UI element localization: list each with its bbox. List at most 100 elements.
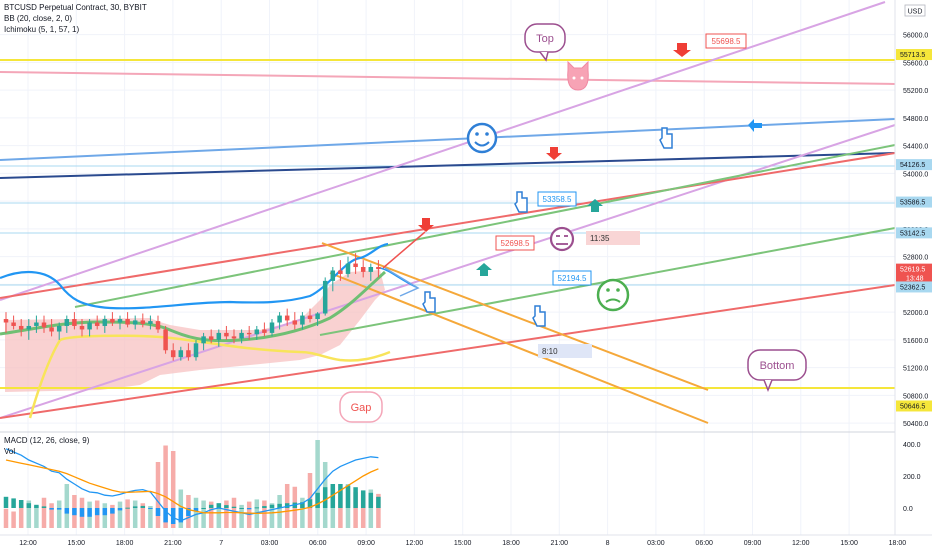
sad-face-icon[interactable]	[596, 278, 630, 312]
candle-body	[148, 321, 153, 324]
bb-legend[interactable]: BB (20, close, 2, 0)	[4, 14, 73, 23]
symbol-legend[interactable]: BTCUSD Perpetual Contract, 30, BYBIT	[4, 3, 147, 12]
down-arrow-marker-2[interactable]	[546, 147, 562, 160]
neutral-face-icon[interactable]	[549, 226, 575, 252]
macd-histogram-bar	[338, 484, 343, 508]
trendline-violet-long[interactable]	[0, 1, 886, 301]
down-arrow-marker-3[interactable]	[418, 218, 434, 232]
time-range-box-2[interactable]: 8:10	[538, 344, 592, 358]
trendline-red-upper[interactable]	[0, 152, 896, 299]
trendline-green-upper[interactable]	[74, 144, 896, 308]
down-arrow-marker-1[interactable]	[673, 43, 691, 57]
candle-body	[132, 320, 138, 325]
up-arrow-marker-1[interactable]	[587, 199, 603, 212]
candle-body	[11, 322, 16, 326]
volume-bar	[64, 484, 70, 528]
candle-body	[72, 319, 77, 326]
trendline-pink-flat[interactable]	[0, 71, 896, 85]
candle-body	[170, 350, 176, 358]
blue-projection-arrow[interactable]	[384, 267, 420, 297]
hand-pointer-icon-1[interactable]	[659, 127, 673, 149]
volume-bar	[338, 489, 343, 528]
time-tick-label: 09:00	[357, 540, 375, 547]
macd-histogram-bar	[148, 508, 153, 509]
trendline-blue-light[interactable]	[0, 118, 896, 161]
smiley-face-icon[interactable]	[466, 122, 498, 154]
left-arrow-marker[interactable]	[748, 119, 762, 132]
top-callout[interactable]: Top	[524, 23, 566, 62]
candle-body	[239, 332, 244, 339]
time-tick-label: 12:00	[406, 540, 424, 547]
macd-axis-ticks: 400.0 200.0 0.0	[903, 442, 921, 513]
bottom-callout[interactable]: Bottom	[747, 349, 807, 393]
volume-bar	[163, 445, 168, 528]
macd-histogram-bar	[140, 505, 146, 508]
cat-face-icon[interactable]	[567, 60, 589, 91]
time-tick-label: 09:00	[744, 540, 762, 547]
volume-bar	[300, 497, 305, 528]
trendline-orange-upper[interactable]	[321, 242, 709, 391]
price-tag-label: 52362.5	[900, 284, 925, 291]
price-tag-53358[interactable]: 53358.5	[537, 191, 577, 207]
macd-histogram-bar	[239, 508, 244, 509]
volume-bar	[193, 497, 199, 528]
macd-histogram-bar	[262, 506, 267, 508]
bollinger-basis-line	[0, 242, 389, 310]
hand-pointer-icon-2[interactable]	[514, 191, 528, 213]
price-tag-bg	[896, 159, 932, 171]
macd-histogram-bar	[208, 504, 214, 508]
time-axis[interactable]	[0, 535, 932, 550]
candle-body	[376, 267, 381, 270]
price-tag-label: 52619.5	[900, 267, 925, 274]
trendline-blue-dark[interactable]	[0, 152, 896, 179]
time-range-box-1[interactable]: 11:35	[586, 231, 640, 245]
price-tag-55698[interactable]: 55698.5	[705, 33, 747, 49]
candle-body	[208, 336, 214, 340]
price-tag-label: 50646.5	[900, 403, 925, 410]
up-arrow-marker-2[interactable]	[476, 263, 492, 276]
time-tick-label: 12:00	[792, 540, 810, 547]
candle-body	[330, 270, 336, 281]
price-tick-label: 54800.0	[903, 116, 928, 123]
macd-histogram-bar	[102, 508, 108, 516]
candle-body	[117, 319, 123, 323]
price-tag-55698-text: 55698.5	[712, 37, 741, 46]
macd-legend[interactable]: MACD (12, 26, close, 9)	[4, 436, 90, 445]
macd-histogram-bar	[376, 496, 381, 508]
macd-histogram-bar	[41, 506, 47, 508]
price-tick-label: 52800.0	[903, 255, 928, 262]
macd-tick-label: 400.0	[903, 442, 921, 449]
macd-histogram-bar	[368, 492, 374, 508]
macd-histogram-bar	[284, 503, 290, 508]
volume-bar	[155, 462, 161, 528]
candle-body	[277, 315, 282, 323]
price-tick-label: 50800.0	[903, 393, 928, 400]
macd-histogram-bar	[353, 487, 358, 508]
candle-body	[79, 325, 85, 330]
macd-histogram-bar	[56, 508, 62, 510]
volume-legend[interactable]: Vol	[4, 447, 16, 456]
trendline-red-lower[interactable]	[0, 284, 896, 419]
candle-body	[49, 327, 54, 332]
trendline-orange-lower[interactable]	[329, 272, 709, 424]
gap-callout[interactable]: Gap	[339, 391, 383, 423]
ichimoku-legend[interactable]: Ichimoku (5, 1, 57, 1)	[4, 25, 80, 34]
time-tick-label: 8	[606, 540, 610, 547]
price-tag-52194[interactable]: 52194.5	[552, 270, 592, 286]
price-tag-52698[interactable]: 52698.5	[495, 235, 535, 251]
red-projection-arrow[interactable]	[382, 231, 426, 269]
candle-body	[315, 313, 320, 320]
hand-pointer-icon-3[interactable]	[422, 291, 436, 313]
currency-badge[interactable]	[904, 4, 926, 17]
ichimoku-cloud	[5, 270, 385, 392]
macd-tick-label: 200.0	[903, 474, 921, 481]
macd-histogram-bar	[110, 508, 115, 514]
hand-pointer-icon-4[interactable]	[532, 305, 546, 327]
candle-body	[186, 350, 191, 358]
countdown-label: 13:48	[906, 276, 924, 283]
macd-histogram-bar	[277, 503, 282, 508]
macd-histogram-bar	[231, 506, 237, 508]
